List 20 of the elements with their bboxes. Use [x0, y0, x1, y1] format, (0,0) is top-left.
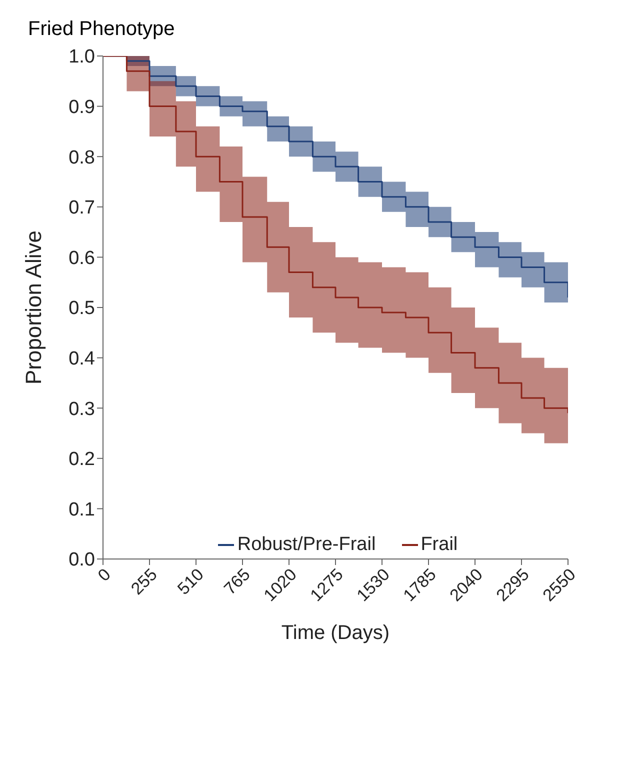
y-tick-label: 0.8 — [68, 147, 95, 168]
legend-label: Frail — [420, 534, 458, 556]
y-axis-title: Proportion Alive — [20, 230, 46, 385]
x-axis-title: Time (Days) — [281, 622, 390, 644]
x-tick-label: 510 — [174, 564, 208, 598]
x-tick-label: 255 — [127, 564, 161, 598]
chart-title: Fried Phenotype — [27, 17, 176, 41]
y-tick-label: 0.9 — [68, 97, 95, 118]
x-tick-label: 0 — [94, 564, 114, 586]
legend-label: Robust/Pre-Frail — [237, 534, 376, 556]
y-tick-label: 0.3 — [68, 398, 95, 420]
y-tick-label: 0.5 — [68, 298, 95, 320]
y-tick-label: 0.6 — [68, 248, 95, 269]
y-tick-label: 0.0 — [68, 550, 95, 571]
y-tick-label: 0.4 — [68, 348, 96, 370]
y-tick-label: 0.7 — [68, 198, 95, 219]
y-tick-label: 1.0 — [68, 46, 95, 68]
y-tick-label: 0.2 — [68, 449, 95, 470]
y-tick-label: 0.1 — [68, 499, 95, 520]
x-tick-label: 765 — [220, 564, 254, 598]
